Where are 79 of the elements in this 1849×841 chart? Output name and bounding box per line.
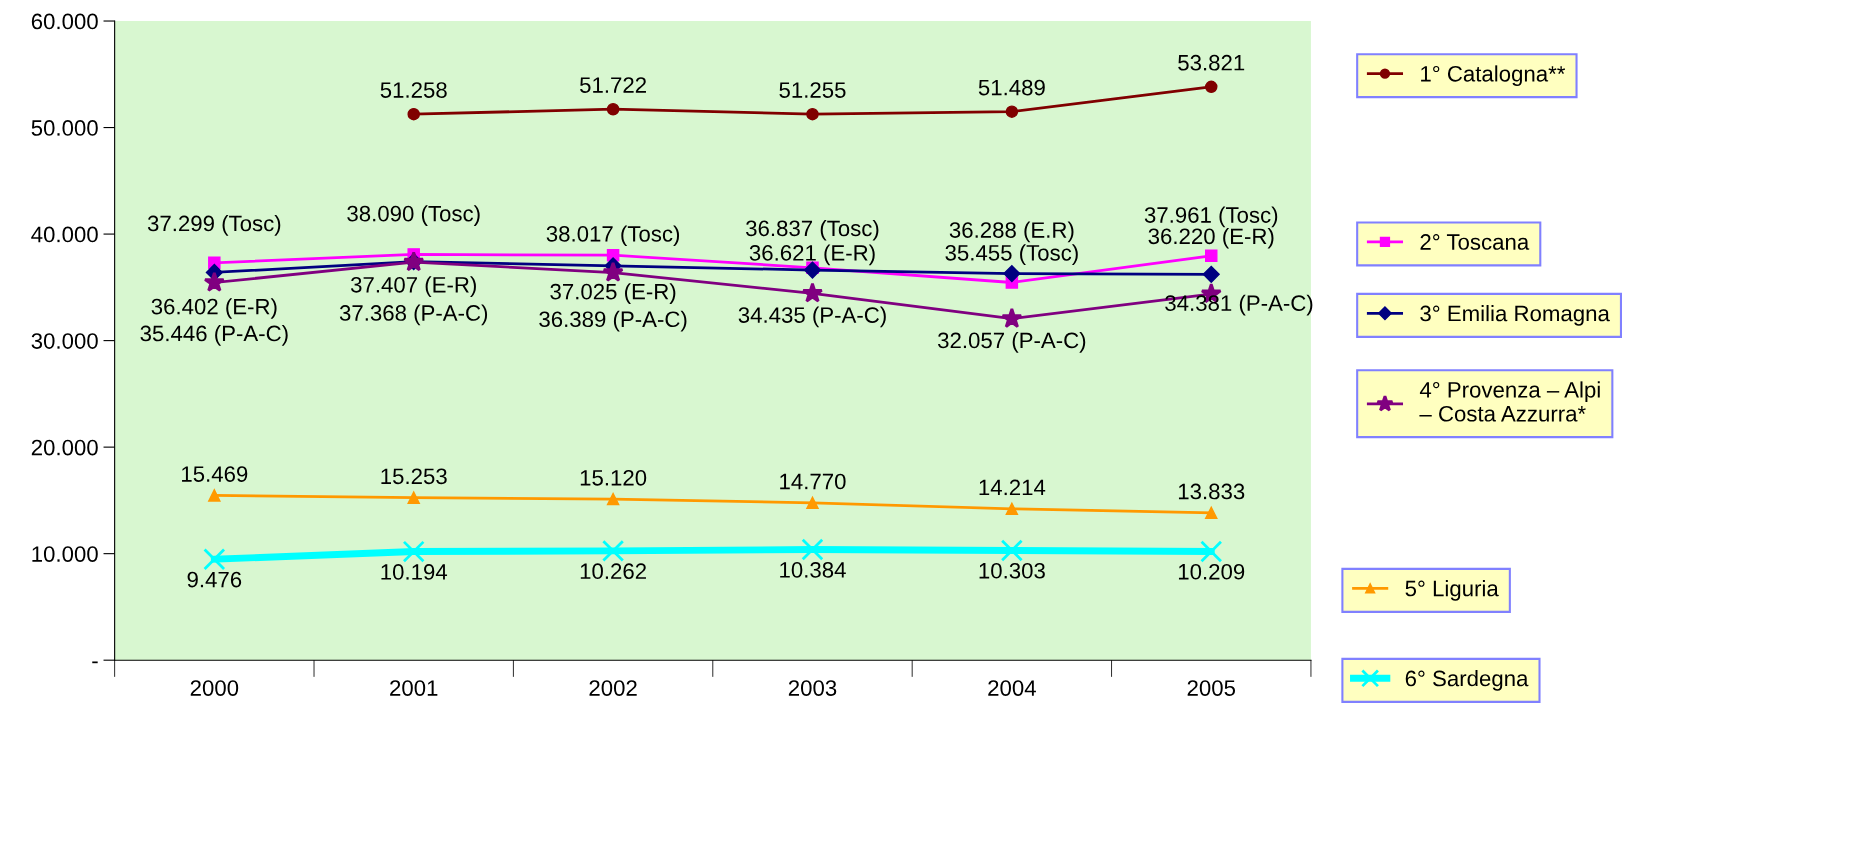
data-label: 36.837 (Tosc): [746, 219, 879, 241]
point: [1202, 265, 1220, 283]
data-label: 15.120: [580, 469, 647, 486]
data-label: 36.220 (E-R): [1148, 227, 1274, 249]
data-label: 51.258: [380, 82, 447, 98]
data-label: 34.435 (P-A-C): [738, 306, 886, 328]
data-label: 36.402 (E-R): [151, 298, 277, 319]
point: [1204, 506, 1218, 520]
point: [208, 489, 221, 502]
data-label: 51.255: [779, 82, 846, 98]
data-label: 10.194: [381, 564, 448, 580]
data-label: 37.407 (E-R): [350, 276, 476, 298]
y-tick-label: 60.000: [31, 13, 98, 30]
point: [1000, 539, 1023, 562]
data-label: 10.262: [580, 563, 646, 580]
legend-label: 6° Sardegna: [1405, 670, 1529, 691]
data-label: 51.489: [978, 79, 1045, 96]
x-tick-label: 2003: [788, 680, 837, 696]
point: [402, 540, 425, 563]
data-label: 14.214: [979, 479, 1046, 496]
data-label: 10.384: [780, 562, 846, 578]
point: [601, 539, 625, 562]
data-label: 38.090 (Tosc): [347, 205, 480, 226]
y-tick-label: 20.000: [31, 439, 98, 456]
legend-label: 2° Toscana: [1420, 234, 1530, 250]
y-tick-label: 30.000: [31, 333, 98, 349]
data-label: 9.476: [187, 571, 242, 588]
data-label: 10.303: [979, 562, 1045, 579]
y-tick-label: 40.000: [31, 226, 98, 243]
legend-label: 5° Liguria: [1405, 580, 1499, 601]
point: [801, 538, 824, 561]
data-label: 53.821: [1178, 54, 1245, 71]
point: [806, 107, 819, 121]
y-tick-label: -: [92, 661, 98, 664]
data-label: 15.469: [182, 466, 248, 482]
point: [606, 492, 620, 506]
data-label: 13.833: [1178, 483, 1245, 500]
x-tick-label: 2004: [988, 680, 1036, 696]
point: [1204, 249, 1218, 263]
point: [1200, 540, 1223, 563]
point: [606, 102, 620, 116]
point: [1003, 265, 1021, 283]
x-tick-label: 2005: [1187, 680, 1236, 696]
point: [1005, 105, 1019, 118]
data-label: 36.621 (E-R): [749, 244, 875, 266]
x-tick-label: 2001: [390, 680, 438, 696]
data-label: 36.389 (P-A-C): [539, 310, 687, 332]
data-label: 14.770: [780, 473, 846, 490]
point: [203, 271, 225, 292]
point: [1204, 80, 1218, 94]
legend-label: 1° Catalogna**: [1421, 65, 1566, 87]
data-label: 37.961 (Tosc): [1144, 206, 1278, 228]
point: [602, 261, 624, 282]
x-tick-label: 2000: [190, 680, 239, 696]
data-label: 37.368 (P-A-C): [339, 304, 488, 326]
data-label: 35.446 (P-A-C): [140, 325, 288, 346]
data-label: 37.025 (E-R): [550, 283, 676, 304]
data-label: 51.722: [580, 77, 646, 93]
data-label: 34.381 (P-A-C): [1165, 294, 1313, 316]
point: [806, 496, 819, 510]
data-label: 38.017 (Tosc): [546, 225, 680, 247]
legend-label: 3° Emilia Romagna: [1420, 305, 1610, 326]
x-tick-label: 2002: [589, 680, 637, 696]
point: [1005, 502, 1019, 516]
point: [407, 107, 420, 121]
legend-label: 4° Provenza – Alpi – Costa Azzurra*: [1419, 381, 1600, 422]
data-label: 36.288 (E.R): [949, 221, 1074, 243]
point: [1001, 307, 1023, 328]
point: [803, 261, 822, 279]
point: [203, 548, 226, 571]
data-label: 10.209: [1178, 563, 1245, 580]
point: [407, 491, 420, 504]
data-label: 32.057 (P-A-C): [938, 331, 1086, 353]
data-label: 15.253: [381, 468, 447, 485]
data-label: 35.455 (Tosc): [945, 244, 1078, 266]
data-label: 37.299 (Tosc): [147, 214, 281, 236]
y-tick-label: 50.000: [31, 120, 98, 136]
point: [801, 282, 824, 303]
y-tick-label: 10.000: [32, 546, 98, 562]
